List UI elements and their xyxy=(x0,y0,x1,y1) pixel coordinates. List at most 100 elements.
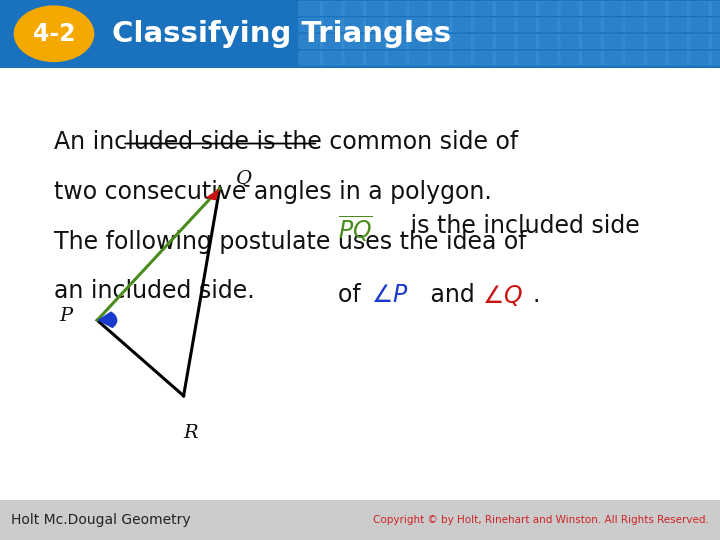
FancyBboxPatch shape xyxy=(364,35,387,49)
Text: $\angle P$: $\angle P$ xyxy=(371,284,408,307)
Text: An included side is the common side of: An included side is the common side of xyxy=(54,130,518,154)
FancyBboxPatch shape xyxy=(320,2,344,16)
FancyBboxPatch shape xyxy=(472,35,495,49)
FancyBboxPatch shape xyxy=(299,35,323,49)
FancyBboxPatch shape xyxy=(601,51,625,65)
FancyBboxPatch shape xyxy=(623,35,647,49)
FancyBboxPatch shape xyxy=(666,2,690,16)
FancyBboxPatch shape xyxy=(709,51,720,65)
FancyBboxPatch shape xyxy=(688,51,711,65)
FancyBboxPatch shape xyxy=(342,18,366,32)
FancyBboxPatch shape xyxy=(493,35,517,49)
Text: Copyright © by Holt, Rinehart and Winston. All Rights Reserved.: Copyright © by Holt, Rinehart and Winsto… xyxy=(374,515,709,525)
FancyBboxPatch shape xyxy=(515,18,539,32)
Text: Holt Mc.Dougal Geometry: Holt Mc.Dougal Geometry xyxy=(11,513,190,526)
Text: is the included side: is the included side xyxy=(403,214,640,238)
FancyBboxPatch shape xyxy=(580,18,603,32)
Text: 4-2: 4-2 xyxy=(32,22,76,46)
FancyBboxPatch shape xyxy=(320,35,344,49)
FancyBboxPatch shape xyxy=(472,18,495,32)
FancyBboxPatch shape xyxy=(536,18,560,32)
FancyBboxPatch shape xyxy=(644,2,668,16)
FancyBboxPatch shape xyxy=(407,51,431,65)
Text: The following postulate uses the idea of: The following postulate uses the idea of xyxy=(54,230,526,253)
FancyBboxPatch shape xyxy=(450,18,474,32)
FancyBboxPatch shape xyxy=(385,2,409,16)
FancyBboxPatch shape xyxy=(407,2,431,16)
FancyBboxPatch shape xyxy=(666,18,690,32)
FancyBboxPatch shape xyxy=(709,35,720,49)
Text: an included side.: an included side. xyxy=(54,279,255,303)
FancyBboxPatch shape xyxy=(601,35,625,49)
Text: Q: Q xyxy=(235,168,251,187)
FancyBboxPatch shape xyxy=(580,35,603,49)
FancyBboxPatch shape xyxy=(558,51,582,65)
FancyBboxPatch shape xyxy=(580,51,603,65)
Text: $\overline{PQ}$: $\overline{PQ}$ xyxy=(338,214,373,245)
FancyBboxPatch shape xyxy=(364,18,387,32)
FancyBboxPatch shape xyxy=(709,2,720,16)
FancyBboxPatch shape xyxy=(299,18,323,32)
FancyBboxPatch shape xyxy=(407,35,431,49)
FancyBboxPatch shape xyxy=(342,35,366,49)
Text: R: R xyxy=(184,424,198,442)
Text: P: P xyxy=(59,307,72,325)
FancyBboxPatch shape xyxy=(385,35,409,49)
Text: .: . xyxy=(533,284,540,307)
FancyBboxPatch shape xyxy=(536,35,560,49)
FancyBboxPatch shape xyxy=(450,2,474,16)
FancyBboxPatch shape xyxy=(709,18,720,32)
FancyBboxPatch shape xyxy=(385,18,409,32)
Text: Classifying Triangles: Classifying Triangles xyxy=(112,20,451,48)
FancyBboxPatch shape xyxy=(688,2,711,16)
FancyBboxPatch shape xyxy=(558,35,582,49)
Wedge shape xyxy=(97,312,117,328)
FancyBboxPatch shape xyxy=(515,2,539,16)
FancyBboxPatch shape xyxy=(623,51,647,65)
FancyBboxPatch shape xyxy=(342,51,366,65)
FancyBboxPatch shape xyxy=(428,35,452,49)
FancyBboxPatch shape xyxy=(450,51,474,65)
Ellipse shape xyxy=(14,6,94,62)
FancyBboxPatch shape xyxy=(299,51,323,65)
Text: of: of xyxy=(338,284,369,307)
FancyBboxPatch shape xyxy=(515,35,539,49)
FancyBboxPatch shape xyxy=(644,18,668,32)
FancyBboxPatch shape xyxy=(493,2,517,16)
FancyBboxPatch shape xyxy=(428,18,452,32)
FancyBboxPatch shape xyxy=(428,2,452,16)
FancyBboxPatch shape xyxy=(601,2,625,16)
FancyBboxPatch shape xyxy=(364,2,387,16)
FancyBboxPatch shape xyxy=(472,2,495,16)
Text: and: and xyxy=(423,284,482,307)
FancyBboxPatch shape xyxy=(364,51,387,65)
FancyBboxPatch shape xyxy=(472,51,495,65)
FancyBboxPatch shape xyxy=(493,18,517,32)
FancyBboxPatch shape xyxy=(342,2,366,16)
FancyBboxPatch shape xyxy=(320,51,344,65)
FancyBboxPatch shape xyxy=(558,18,582,32)
FancyBboxPatch shape xyxy=(666,35,690,49)
Text: two consecutive angles in a polygon.: two consecutive angles in a polygon. xyxy=(54,180,492,204)
FancyBboxPatch shape xyxy=(299,2,323,16)
FancyBboxPatch shape xyxy=(601,18,625,32)
FancyBboxPatch shape xyxy=(644,51,668,65)
FancyBboxPatch shape xyxy=(623,18,647,32)
FancyBboxPatch shape xyxy=(385,51,409,65)
FancyBboxPatch shape xyxy=(623,2,647,16)
FancyBboxPatch shape xyxy=(580,2,603,16)
Text: $\angle Q$: $\angle Q$ xyxy=(482,284,523,308)
FancyBboxPatch shape xyxy=(428,51,452,65)
Wedge shape xyxy=(206,188,220,200)
FancyBboxPatch shape xyxy=(493,51,517,65)
FancyBboxPatch shape xyxy=(320,18,344,32)
FancyBboxPatch shape xyxy=(644,35,668,49)
FancyBboxPatch shape xyxy=(688,35,711,49)
FancyBboxPatch shape xyxy=(515,51,539,65)
FancyBboxPatch shape xyxy=(536,2,560,16)
FancyBboxPatch shape xyxy=(407,18,431,32)
FancyBboxPatch shape xyxy=(536,51,560,65)
FancyBboxPatch shape xyxy=(558,2,582,16)
FancyBboxPatch shape xyxy=(688,18,711,32)
FancyBboxPatch shape xyxy=(450,35,474,49)
